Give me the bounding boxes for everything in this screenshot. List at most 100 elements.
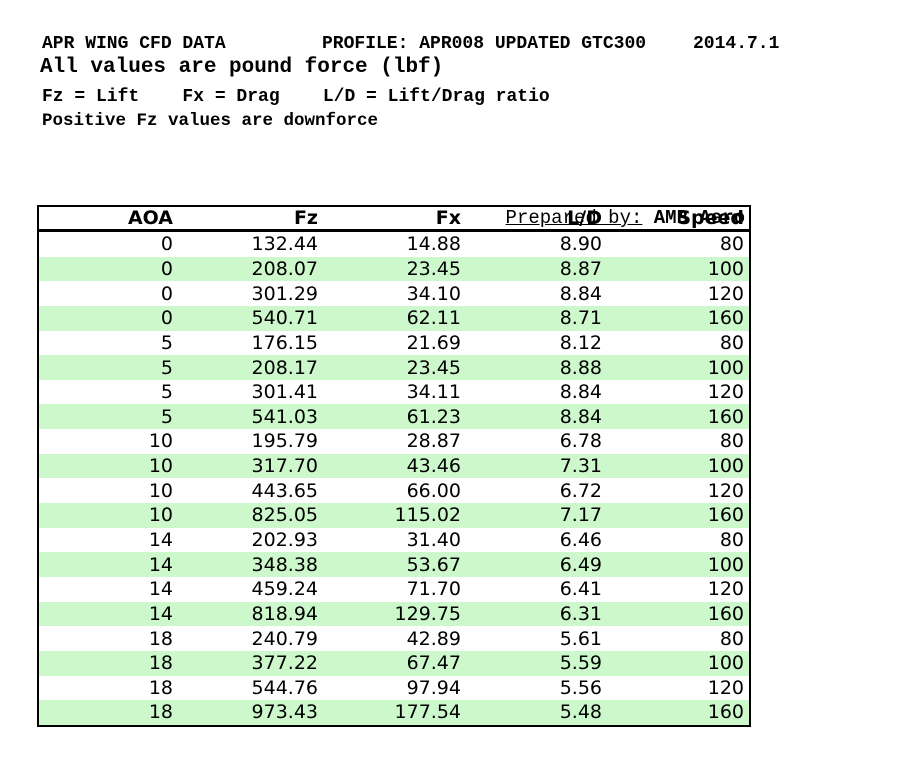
table-row: 18 240.79 42.89 5.61 80	[38, 626, 750, 651]
cell: 459.24	[251, 578, 318, 601]
cell: 61.23	[406, 405, 461, 428]
header-row: AOA Fz Fx L/D Speed	[38, 206, 750, 232]
cell: 23.45	[406, 257, 461, 280]
title-dataset-label: APR WING CFD DATA	[42, 34, 226, 54]
table-row: 0 208.07 23.45 8.87 100	[38, 256, 750, 282]
downforce-note: Positive Fz values are downforce	[42, 111, 379, 131]
cell: 160	[707, 701, 744, 724]
cell: 80	[719, 430, 744, 453]
title-version-label: 2014.7.1	[693, 34, 780, 54]
legend-definitions: Fz = Lift Fx = Drag L/D = Lift/Drag rati…	[42, 87, 550, 107]
table-row: 5 176.15 21.69 8.12 80	[38, 330, 750, 356]
table-row: 0 132.44 14.88 8.90 80	[38, 230, 750, 257]
column-header-fx: Fx	[323, 206, 466, 232]
cell: 18	[148, 627, 173, 650]
cell: 71.70	[406, 578, 461, 601]
cell: 10	[148, 479, 173, 502]
title-profile-label: PROFILE: APR008 UPDATED GTC300	[322, 34, 647, 54]
table-row: 14 348.38 53.67 6.49 100	[38, 552, 750, 577]
cell: 120	[707, 381, 744, 404]
cell: 100	[707, 553, 744, 576]
cell: 8.12	[559, 331, 602, 354]
cell: 208.17	[251, 356, 318, 379]
cell: 443.65	[251, 479, 318, 502]
cell: 8.84	[559, 405, 602, 428]
cell: 0	[160, 233, 173, 256]
table-row: 0 540.71 62.11 8.71 160	[38, 305, 750, 331]
cell: 5.56	[559, 676, 602, 699]
cell: 348.38	[251, 553, 318, 576]
cell: 160	[707, 602, 744, 625]
cell: 34.11	[406, 381, 461, 404]
table-row: 10 195.79 28.87 6.78 80	[38, 429, 750, 454]
cell: 100	[707, 455, 744, 478]
cell: 120	[707, 676, 744, 699]
cell: 100	[707, 652, 744, 675]
cell: 8.84	[559, 282, 602, 305]
cell: 6.41	[559, 578, 602, 601]
cell: 100	[707, 257, 744, 280]
cell: 240.79	[251, 627, 318, 650]
cell: 6.46	[559, 529, 602, 551]
cell: 18	[148, 701, 173, 724]
cell: 28.87	[406, 430, 461, 453]
column-header-speed: Speed	[607, 206, 750, 232]
table-row: 18 973.43 177.54 5.48 160	[38, 700, 750, 726]
cell: 0	[160, 282, 173, 305]
table-row: 14 818.94 129.75 6.31 160	[38, 601, 750, 627]
cell: 97.94	[406, 676, 461, 699]
cell: 53.67	[406, 553, 461, 576]
cell: 31.40	[406, 529, 461, 551]
cell: 14	[148, 602, 173, 625]
cell: 177.54	[394, 701, 461, 724]
cell: 129.75	[394, 602, 461, 625]
cell: 80	[719, 233, 744, 256]
cell: 120	[707, 578, 744, 601]
cell: 14	[148, 578, 173, 601]
cell: 6.78	[559, 430, 602, 453]
cell: 34.10	[406, 282, 461, 305]
table-row: 10 317.70 43.46 7.31 100	[38, 453, 750, 479]
cell: 23.45	[406, 356, 461, 379]
cell: 544.76	[251, 676, 318, 699]
cell: 14	[148, 553, 173, 576]
cell: 5.48	[559, 701, 602, 724]
cell: 5.59	[559, 652, 602, 675]
subtitle-units-note: All values are pound force (lbf)	[40, 56, 444, 79]
cell: 10	[148, 430, 173, 453]
cell: 115.02	[394, 504, 461, 527]
cell: 80	[719, 331, 744, 354]
cell: 66.00	[406, 479, 461, 502]
cell: 540.71	[251, 307, 318, 330]
cell: 5	[160, 331, 173, 354]
cell: 0	[160, 307, 173, 330]
cell: 10	[148, 455, 173, 478]
cell: 6.49	[559, 553, 602, 576]
cell: 43.46	[406, 455, 461, 478]
cell: 7.17	[559, 504, 602, 527]
cell: 14	[148, 529, 173, 551]
cell: 14.88	[406, 233, 461, 256]
title-line: APR WING CFD DATA PROFILE: APR008 UPDATE…	[0, 34, 910, 56]
cell: 825.05	[251, 504, 318, 527]
cell: 8.84	[559, 381, 602, 404]
table-row: 18 544.76 97.94 5.56 120	[38, 675, 750, 701]
cell: 317.70	[251, 455, 318, 478]
table-row: 5 208.17 23.45 8.88 100	[38, 355, 750, 380]
cell: 100	[707, 356, 744, 379]
cell: 818.94	[251, 602, 318, 625]
table-row: 5 541.03 61.23 8.84 160	[38, 404, 750, 430]
cell: 6.72	[559, 479, 602, 502]
cell: 195.79	[251, 430, 318, 453]
cell: 160	[707, 307, 744, 330]
cell: 973.43	[251, 701, 318, 724]
column-header-ld: L/D	[466, 206, 607, 232]
cell: 301.29	[251, 282, 318, 305]
table-row: 5 301.41 34.11 8.84 120	[38, 379, 750, 405]
column-header-aoa: AOA	[38, 206, 178, 232]
cell: 377.22	[251, 652, 318, 675]
table-row: 14 459.24 71.70 6.41 120	[38, 576, 750, 602]
cell: 176.15	[251, 331, 318, 354]
cell: 132.44	[251, 233, 318, 256]
cell: 5	[160, 356, 173, 379]
